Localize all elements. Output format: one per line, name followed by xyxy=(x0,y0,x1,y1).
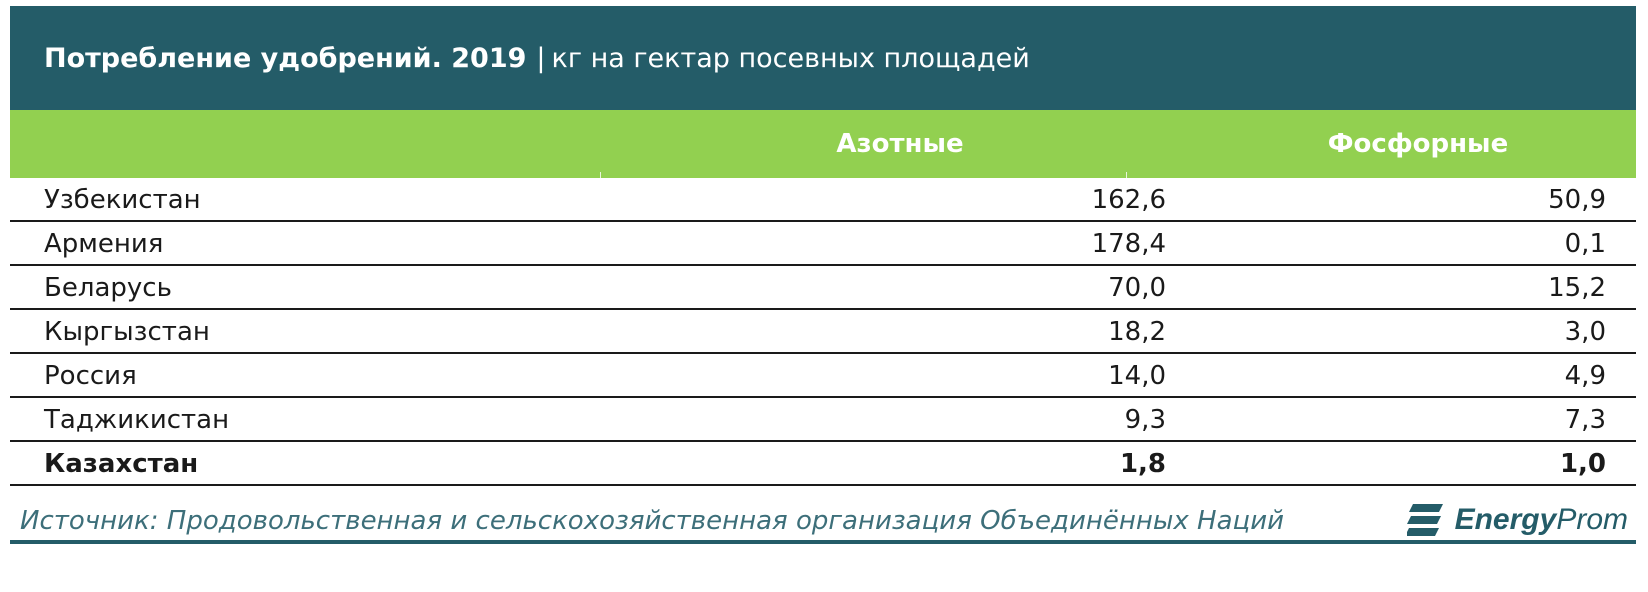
country-name: Армения xyxy=(44,229,164,259)
phosphate-value: 4,9 xyxy=(1564,361,1606,391)
fertilizer-table-panel: Потребление удобрений. 2019 | кг на гект… xyxy=(10,6,1636,556)
country-name: Беларусь xyxy=(44,273,172,303)
nitrogen-value: 18,2 xyxy=(1108,317,1166,347)
country-name: Казахстан xyxy=(44,449,199,479)
nitrogen-value: 162,6 xyxy=(1091,185,1166,215)
title-separator: | xyxy=(536,42,546,74)
table-body: Узбекистан 162,6 50,9 Армения 178,4 0,1 Белару… xyxy=(10,178,1636,486)
bottom-rule xyxy=(10,540,1636,544)
header-divider-tick xyxy=(600,172,601,178)
nitrogen-value: 9,3 xyxy=(1124,405,1166,435)
phosphate-value: 0,1 xyxy=(1564,229,1606,259)
phosphate-value: 3,0 xyxy=(1564,317,1606,347)
column-header-nitrogen: Азотные xyxy=(836,129,964,159)
phosphate-value: 7,3 xyxy=(1564,405,1606,435)
energyprom-logo-icon xyxy=(1406,504,1443,536)
footer: Источник: Продовольственная и сельскохоз… xyxy=(10,486,1636,556)
country-name: Узбекистан xyxy=(44,185,201,215)
table-row: Таджикистан 9,3 7,3 xyxy=(10,398,1636,442)
logo-word-prom: Prom xyxy=(1556,503,1628,536)
table-row: Казахстан 1,8 1,0 xyxy=(10,442,1636,486)
nitrogen-value: 1,8 xyxy=(1119,449,1166,479)
nitrogen-value: 178,4 xyxy=(1091,229,1166,259)
table-row: Беларусь 70,0 15,2 xyxy=(10,266,1636,310)
energyprom-logo: EnergyProm xyxy=(1406,500,1628,540)
phosphate-value: 15,2 xyxy=(1548,273,1606,303)
column-header-row: Азотные Фосфорные xyxy=(10,110,1636,178)
phosphate-value: 1,0 xyxy=(1559,449,1606,479)
country-name: Кыргызстан xyxy=(44,317,210,347)
logo-word-energy: Energy xyxy=(1454,503,1557,536)
source-note: Источник: Продовольственная и сельскохоз… xyxy=(20,506,1284,536)
table-unit: кг на гектар посевных площадей xyxy=(551,42,1030,74)
table-row: Узбекистан 162,6 50,9 xyxy=(10,178,1636,222)
country-name: Таджикистан xyxy=(44,405,230,435)
country-name: Россия xyxy=(44,361,137,391)
table-title: Потребление удобрений. 2019 xyxy=(44,42,527,74)
column-header-phosphate: Фосфорные xyxy=(1327,129,1509,159)
logo-wordmark: EnergyProm xyxy=(1455,503,1628,537)
table-row: Армения 178,4 0,1 xyxy=(10,222,1636,266)
table-row: Кыргызстан 18,2 3,0 xyxy=(10,310,1636,354)
nitrogen-value: 14,0 xyxy=(1108,361,1166,391)
header-divider-tick xyxy=(1126,172,1127,178)
phosphate-value: 50,9 xyxy=(1548,185,1606,215)
nitrogen-value: 70,0 xyxy=(1108,273,1166,303)
table-row: Россия 14,0 4,9 xyxy=(10,354,1636,398)
title-bar: Потребление удобрений. 2019 | кг на гект… xyxy=(10,6,1636,110)
